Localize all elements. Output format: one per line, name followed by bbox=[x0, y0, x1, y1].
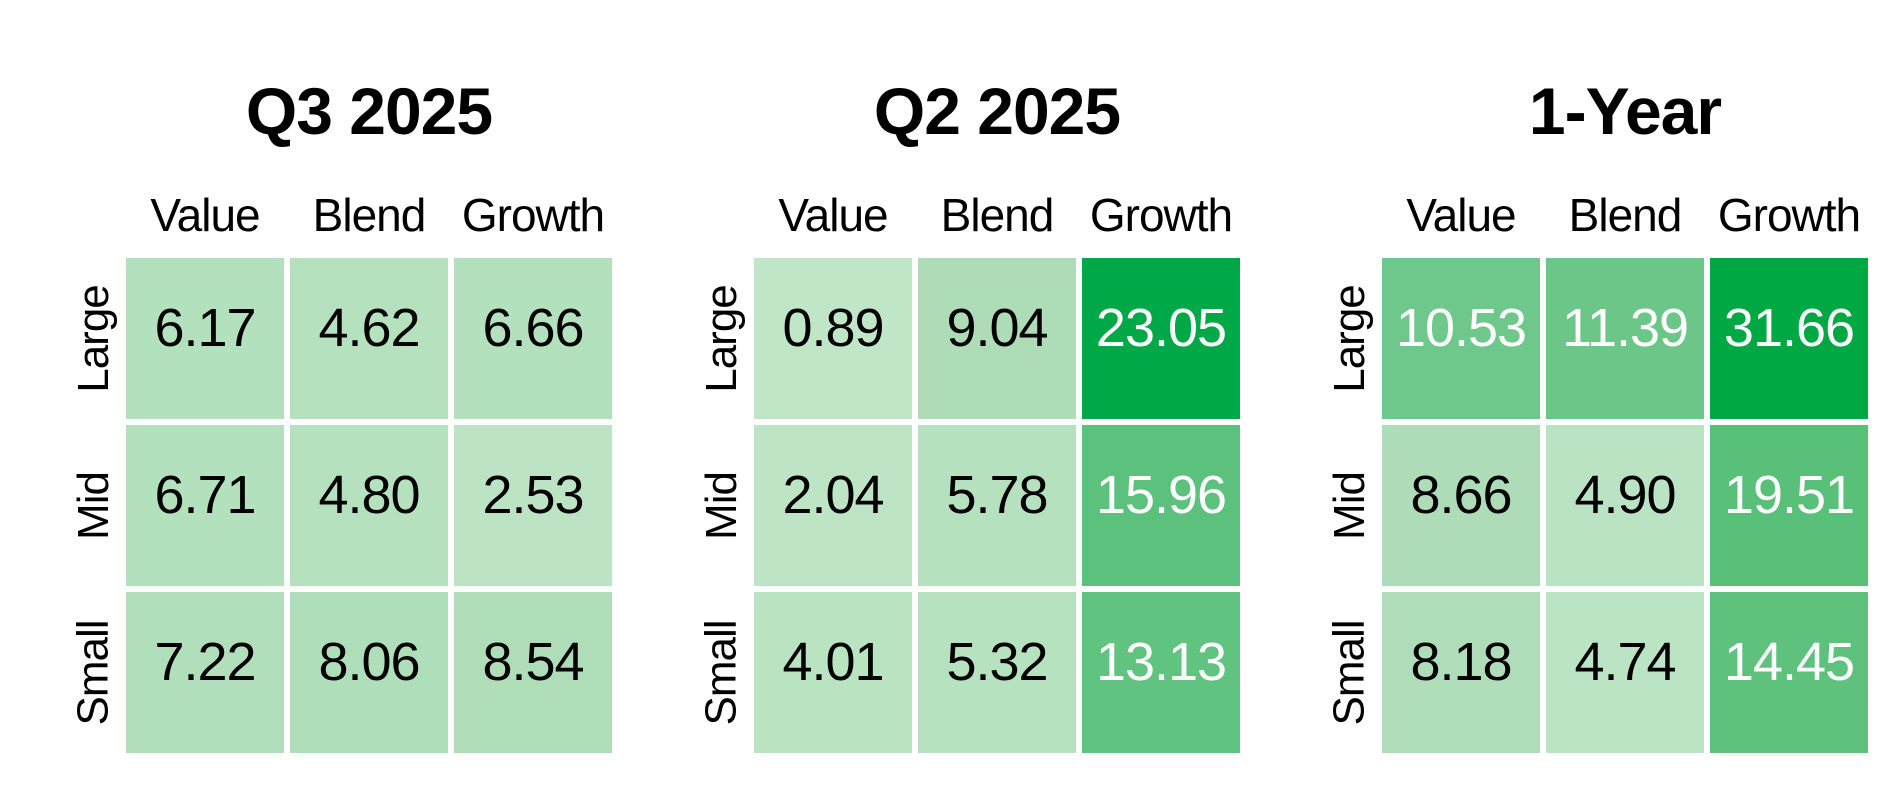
cell-value: 19.51 bbox=[1723, 464, 1855, 525]
row-label-large: Large bbox=[696, 258, 748, 419]
cell-value: 2.04 bbox=[782, 464, 884, 525]
heatmap-cell: 7.22 bbox=[126, 592, 284, 753]
heatmap-cell: 14.45 bbox=[1710, 592, 1868, 753]
heatmap-cell: 2.53 bbox=[454, 425, 612, 586]
period-panel-q3-2025: Q3 2025 Value Blend Growth Large 6.17 4.… bbox=[68, 78, 612, 753]
style-box-grid: Value Blend Growth Large 0.89 9.04 23.05… bbox=[696, 189, 1240, 753]
heatmap-cell: 9.04 bbox=[918, 258, 1076, 419]
grid-corner-spacer bbox=[696, 194, 748, 252]
cell-value: 7.22 bbox=[154, 631, 256, 692]
heatmap-cell: 0.89 bbox=[754, 258, 912, 419]
grid-corner-spacer bbox=[1324, 194, 1376, 252]
column-header-growth: Growth bbox=[1089, 189, 1233, 241]
row-label-text: Small bbox=[1325, 619, 1374, 726]
heatmap-cell: 13.13 bbox=[1082, 592, 1240, 753]
period-panel-1-year: 1-Year Value Blend Growth Large 10.53 11… bbox=[1324, 78, 1868, 753]
column-header-growth: Growth bbox=[1717, 189, 1861, 241]
column-header-growth: Growth bbox=[461, 189, 605, 241]
cell-value: 6.66 bbox=[482, 297, 584, 358]
heatmap-cell: 6.17 bbox=[126, 258, 284, 419]
row-label-text: Small bbox=[69, 619, 118, 726]
row-label-mid: Mid bbox=[68, 425, 120, 586]
cell-value: 8.66 bbox=[1410, 464, 1512, 525]
column-header-blend: Blend bbox=[940, 189, 1055, 241]
column-header-value: Value bbox=[150, 189, 260, 241]
heatmap-cell: 10.53 bbox=[1382, 258, 1540, 419]
panel-title: Q3 2025 bbox=[245, 74, 493, 148]
row-label-text: Mid bbox=[1325, 471, 1374, 540]
heatmap-cell: 5.32 bbox=[918, 592, 1076, 753]
cell-value: 6.17 bbox=[154, 297, 256, 358]
row-label-text: Small bbox=[697, 619, 746, 726]
heatmap-cell: 8.06 bbox=[290, 592, 448, 753]
cell-value: 23.05 bbox=[1095, 297, 1227, 358]
cell-value: 0.89 bbox=[782, 297, 884, 358]
heatmap-cell: 11.39 bbox=[1546, 258, 1704, 419]
cell-value: 10.53 bbox=[1395, 297, 1527, 358]
heatmap-cell: 4.01 bbox=[754, 592, 912, 753]
row-label-small: Small bbox=[696, 592, 748, 753]
heatmap-cell: 6.66 bbox=[454, 258, 612, 419]
row-label-large: Large bbox=[1324, 258, 1376, 419]
row-label-text: Mid bbox=[697, 471, 746, 540]
column-header-blend: Blend bbox=[1568, 189, 1683, 241]
style-box-grid: Value Blend Growth Large 6.17 4.62 6.66 … bbox=[68, 189, 612, 753]
row-label-text: Large bbox=[1325, 284, 1375, 393]
heatmap-cell: 6.71 bbox=[126, 425, 284, 586]
cell-value: 14.45 bbox=[1723, 631, 1855, 692]
cell-value: 4.74 bbox=[1574, 631, 1676, 692]
row-label-small: Small bbox=[68, 592, 120, 753]
heatmap-cell: 31.66 bbox=[1710, 258, 1868, 419]
cell-value: 9.04 bbox=[946, 297, 1048, 358]
row-label-mid: Mid bbox=[1324, 425, 1376, 586]
cell-value: 2.53 bbox=[482, 464, 584, 525]
heatmap-cell: 8.66 bbox=[1382, 425, 1540, 586]
cell-value: 8.18 bbox=[1410, 631, 1512, 692]
heatmap-cell: 19.51 bbox=[1710, 425, 1868, 586]
period-panel-q2-2025: Q2 2025 Value Blend Growth Large 0.89 9.… bbox=[696, 78, 1240, 753]
cell-value: 8.06 bbox=[318, 631, 420, 692]
cell-value: 4.01 bbox=[782, 631, 884, 692]
heatmap-cell: 4.90 bbox=[1546, 425, 1704, 586]
heatmap-cell: 5.78 bbox=[918, 425, 1076, 586]
heatmap-cell: 4.80 bbox=[290, 425, 448, 586]
heatmap-cell: 2.04 bbox=[754, 425, 912, 586]
panel-title: Q2 2025 bbox=[873, 74, 1121, 148]
column-header-value: Value bbox=[1406, 189, 1516, 241]
heatmap-cell: 15.96 bbox=[1082, 425, 1240, 586]
cell-value: 31.66 bbox=[1723, 297, 1855, 358]
cell-value: 5.32 bbox=[946, 631, 1048, 692]
heatmap-cell: 8.54 bbox=[454, 592, 612, 753]
cell-value: 11.39 bbox=[1561, 297, 1689, 358]
column-header-blend: Blend bbox=[312, 189, 427, 241]
row-label-mid: Mid bbox=[696, 425, 748, 586]
cell-value: 4.80 bbox=[318, 464, 420, 525]
heatmap-cell: 23.05 bbox=[1082, 258, 1240, 419]
row-label-large: Large bbox=[68, 258, 120, 419]
panel-title: 1-Year bbox=[1528, 74, 1722, 148]
style-box-grid: Value Blend Growth Large 10.53 11.39 31.… bbox=[1324, 189, 1868, 753]
cell-value: 4.90 bbox=[1574, 464, 1676, 525]
cell-value: 15.96 bbox=[1095, 464, 1227, 525]
heatmap-cell: 8.18 bbox=[1382, 592, 1540, 753]
column-header-value: Value bbox=[778, 189, 888, 241]
cell-value: 6.71 bbox=[154, 464, 256, 525]
grid-corner-spacer bbox=[68, 194, 120, 252]
cell-value: 8.54 bbox=[482, 631, 584, 692]
heatmap-cell: 4.74 bbox=[1546, 592, 1704, 753]
heatmap-cell: 4.62 bbox=[290, 258, 448, 419]
cell-value: 13.13 bbox=[1095, 631, 1227, 692]
row-label-text: Large bbox=[69, 284, 119, 393]
cell-value: 4.62 bbox=[318, 297, 420, 358]
cell-value: 5.78 bbox=[946, 464, 1048, 525]
row-label-text: Mid bbox=[69, 471, 118, 540]
row-label-small: Small bbox=[1324, 592, 1376, 753]
row-label-text: Large bbox=[697, 284, 747, 393]
